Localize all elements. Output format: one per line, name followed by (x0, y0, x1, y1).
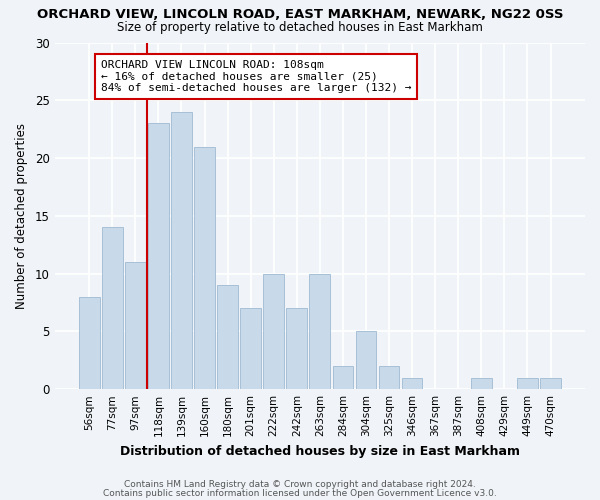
Text: Size of property relative to detached houses in East Markham: Size of property relative to detached ho… (117, 21, 483, 34)
Bar (471, 378, 491, 389)
Bar (540, 378, 561, 389)
Bar (332, 366, 353, 389)
Bar (517, 378, 538, 389)
Bar (125, 262, 146, 389)
Bar (379, 366, 400, 389)
X-axis label: Distribution of detached houses by size in East Markham: Distribution of detached houses by size … (120, 444, 520, 458)
Bar (286, 308, 307, 389)
Bar (356, 332, 376, 389)
Text: ORCHARD VIEW, LINCOLN ROAD, EAST MARKHAM, NEWARK, NG22 0SS: ORCHARD VIEW, LINCOLN ROAD, EAST MARKHAM… (37, 8, 563, 20)
Text: Contains public sector information licensed under the Open Government Licence v3: Contains public sector information licen… (103, 488, 497, 498)
Bar (402, 378, 422, 389)
Text: Contains HM Land Registry data © Crown copyright and database right 2024.: Contains HM Land Registry data © Crown c… (124, 480, 476, 489)
Bar (263, 274, 284, 389)
Y-axis label: Number of detached properties: Number of detached properties (15, 123, 28, 309)
Bar (102, 228, 122, 389)
Bar (310, 274, 330, 389)
Bar (240, 308, 261, 389)
Bar (194, 146, 215, 389)
Text: ORCHARD VIEW LINCOLN ROAD: 108sqm
← 16% of detached houses are smaller (25)
84% : ORCHARD VIEW LINCOLN ROAD: 108sqm ← 16% … (101, 60, 411, 93)
Bar (148, 124, 169, 389)
Bar (217, 285, 238, 389)
Bar (79, 296, 100, 389)
Bar (171, 112, 192, 389)
